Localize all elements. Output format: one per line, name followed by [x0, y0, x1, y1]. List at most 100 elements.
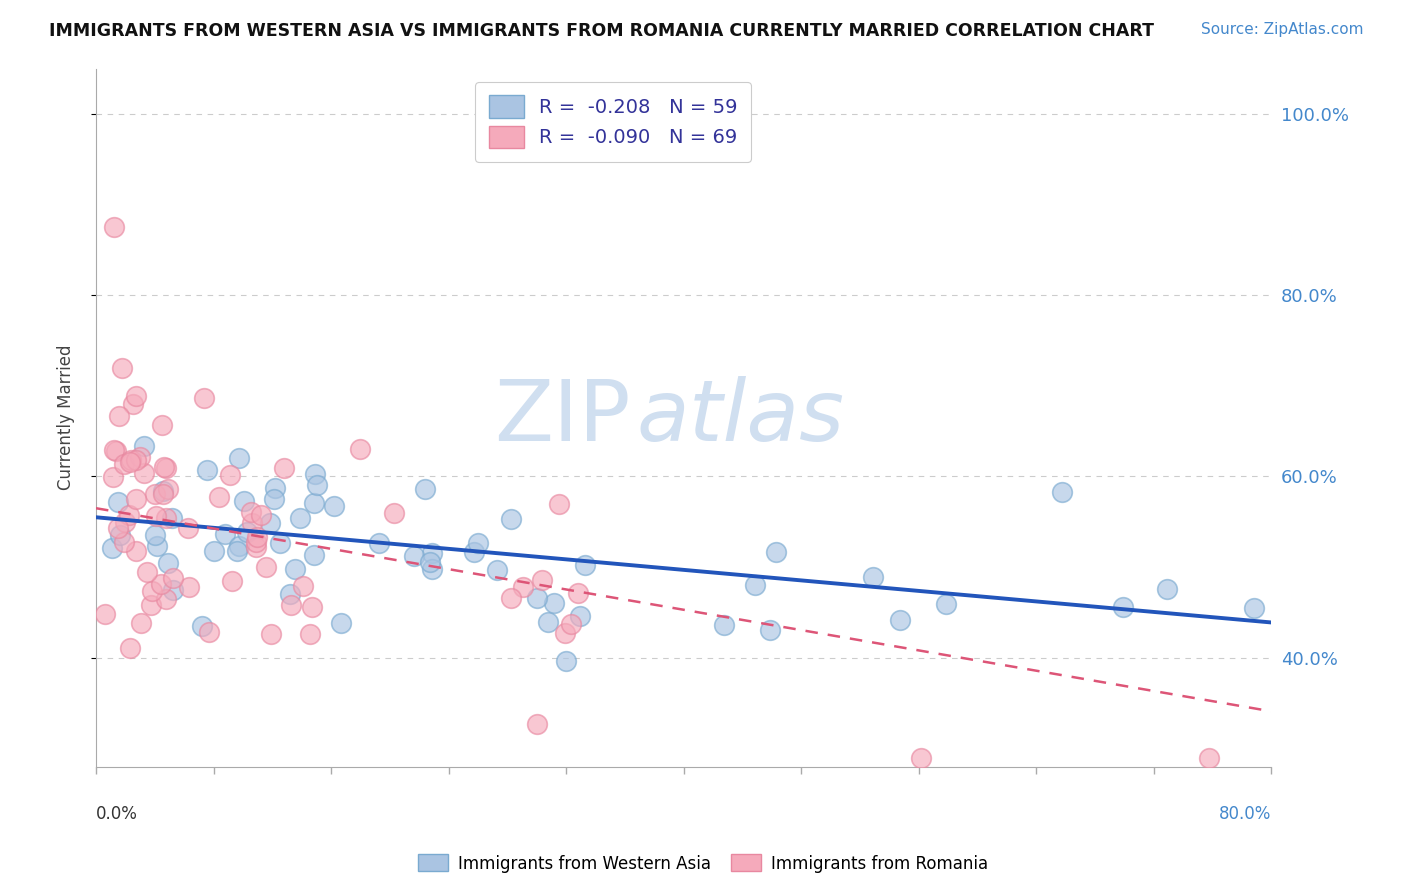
Point [101, 541, 124, 555]
Point [246, 530, 269, 544]
Point [254, 559, 277, 574]
Point [302, 548, 325, 562]
Point [162, 583, 184, 598]
Point [112, 535, 135, 549]
Point [245, 534, 267, 549]
Point [567, 586, 589, 600]
Point [132, 439, 155, 453]
Point [152, 487, 174, 501]
Point [129, 616, 152, 631]
Point [156, 557, 179, 571]
Point [526, 591, 548, 606]
Point [107, 520, 129, 534]
Point [162, 510, 184, 524]
Point [862, 569, 884, 583]
Point [145, 509, 167, 524]
Point [280, 587, 302, 601]
Point [560, 616, 582, 631]
Point [204, 544, 226, 558]
Point [233, 494, 256, 508]
Point [176, 521, 198, 535]
Point [245, 540, 267, 554]
Point [143, 487, 166, 501]
Point [1243, 601, 1265, 615]
Text: IMMIGRANTS FROM WESTERN ASIA VS IMMIGRANTS FROM ROMANIA CURRENTLY MARRIED CORREL: IMMIGRANTS FROM WESTERN ASIA VS IMMIGRAN… [49, 22, 1154, 40]
Point [501, 512, 523, 526]
Point [322, 499, 344, 513]
Point [155, 510, 177, 524]
Point [125, 452, 148, 467]
Point [125, 389, 148, 403]
Point [103, 442, 125, 457]
Point [108, 409, 131, 423]
Point [1112, 600, 1135, 615]
Point [1052, 484, 1074, 499]
Point [228, 540, 250, 554]
Point [713, 618, 735, 632]
Point [107, 494, 129, 508]
Point [910, 750, 932, 764]
Point [1156, 582, 1178, 596]
Point [101, 469, 124, 483]
Point [259, 627, 281, 641]
Point [301, 600, 323, 615]
Point [240, 516, 263, 530]
Point [125, 544, 148, 558]
Text: 0.0%: 0.0% [96, 805, 138, 823]
Point [889, 613, 911, 627]
Point [111, 360, 134, 375]
Point [120, 640, 142, 655]
Point [105, 444, 128, 458]
Point [1198, 750, 1220, 764]
Point [259, 516, 281, 530]
Text: Source: ZipAtlas.com: Source: ZipAtlas.com [1201, 22, 1364, 37]
Point [269, 536, 291, 550]
Point [526, 717, 548, 731]
Point [152, 483, 174, 498]
Point [118, 508, 141, 522]
Point [120, 452, 142, 467]
Point [125, 491, 148, 506]
Point [367, 536, 389, 550]
Point [304, 467, 326, 482]
Point [420, 546, 443, 560]
Point [150, 577, 173, 591]
Point [302, 496, 325, 510]
Text: ZIP: ZIP [494, 376, 631, 459]
Point [155, 592, 177, 607]
Point [94, 607, 117, 621]
Legend: R =  -0.208   N = 59, R =  -0.090   N = 69: R = -0.208 N = 59, R = -0.090 N = 69 [475, 82, 751, 161]
Point [330, 616, 353, 631]
Point [121, 397, 143, 411]
Point [935, 597, 957, 611]
Point [143, 528, 166, 542]
Y-axis label: Currently Married: Currently Married [58, 345, 75, 491]
Point [214, 526, 236, 541]
Point [382, 506, 405, 520]
Point [291, 579, 314, 593]
Point [141, 583, 163, 598]
Point [758, 623, 780, 637]
Legend: Immigrants from Western Asia, Immigrants from Romania: Immigrants from Western Asia, Immigrants… [412, 847, 994, 880]
Point [150, 418, 173, 433]
Point [103, 220, 125, 235]
Point [191, 619, 214, 633]
Point [744, 578, 766, 592]
Point [112, 457, 135, 471]
Point [236, 524, 259, 539]
Point [157, 483, 180, 497]
Point [531, 573, 554, 587]
Point [129, 450, 152, 465]
Point [499, 591, 522, 606]
Point [193, 392, 215, 406]
Point [153, 459, 176, 474]
Point [136, 565, 159, 579]
Point [225, 544, 247, 558]
Text: 80.0%: 80.0% [1219, 805, 1271, 823]
Text: atlas: atlas [637, 376, 845, 459]
Point [765, 545, 787, 559]
Point [415, 482, 437, 496]
Point [250, 508, 273, 523]
Point [228, 451, 250, 466]
Point [288, 511, 311, 525]
